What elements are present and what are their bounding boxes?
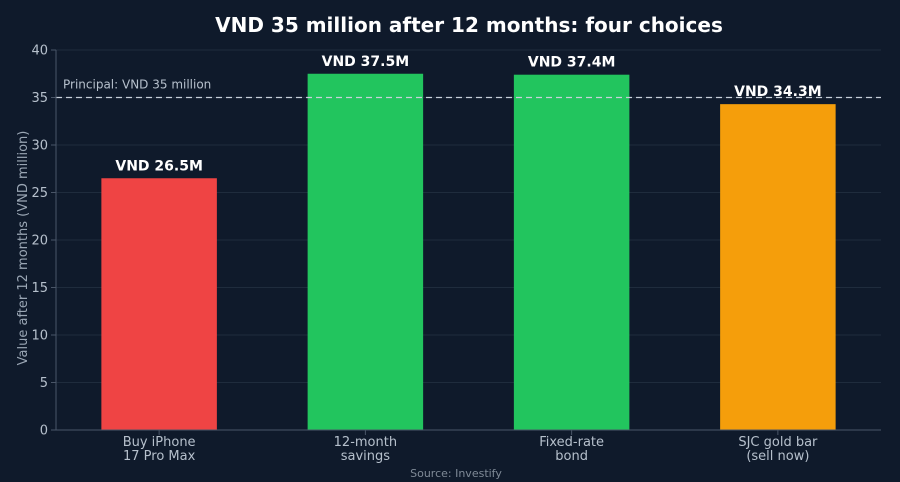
bar [307,73,424,430]
bar [513,74,630,430]
y-tick-label: 40 [31,44,48,59]
data-label: VND 34.3M [734,84,822,100]
y-tick-label: 15 [31,281,48,296]
source-note: Source: Investify [410,467,502,480]
y-tick-label: 35 [31,91,48,106]
x-tick-label-line: bond [555,449,588,464]
axes: 0 5 10 15 20 25 30 35 40 Buy iPhone 17 Pro Max 12-m… [31,44,881,464]
x-tick-label: Buy iPhone 17 Pro Max [123,435,196,464]
x-tick-label-line: Buy iPhone [123,435,196,450]
x-tick-label-line: 12-month [334,435,397,450]
y-tick-label: 10 [31,329,48,344]
y-tick-label: 30 [31,139,48,154]
y-tick-label: 0 [40,424,48,439]
chart-title: VND 35 million after 12 months: four cho… [215,13,723,37]
principal-label: Principal: VND 35 million [63,78,211,92]
x-tick-label-line: Fixed-rate [539,435,604,450]
bars [101,73,836,431]
x-tick-label-line: SJC gold bar [738,435,818,450]
x-tick-label: SJC gold bar (sell now) [738,435,818,464]
x-tick-label: 12-month savings [334,435,397,464]
data-label: VND 37.4M [528,55,616,71]
y-tick-label: 20 [31,234,48,249]
reference-line: Principal: VND 35 million [56,78,881,99]
y-tick-label: 25 [31,186,48,201]
bar [720,104,836,431]
x-tick-label-line: (sell now) [746,449,809,464]
data-label: VND 26.5M [115,158,203,174]
data-label: VND 37.5M [322,54,410,70]
x-tick-label-line: 17 Pro Max [123,449,196,464]
x-tick-label: Fixed-rate bond [539,435,604,464]
y-tick-label: 5 [40,376,48,391]
data-labels: VND 26.5M VND 37.5M VND 37.4M VND 34.3M [115,54,821,175]
x-tick-label-line: savings [341,449,391,464]
bar [101,178,217,430]
y-axis-title: Value after 12 months (VND million) [16,131,31,366]
